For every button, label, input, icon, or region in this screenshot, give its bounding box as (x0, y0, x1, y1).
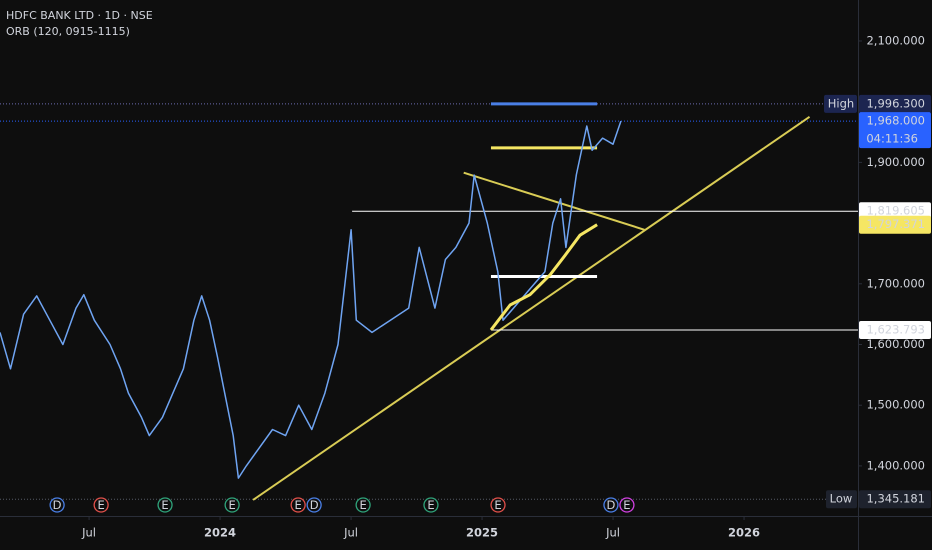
plot-area (0, 102, 858, 513)
y-tick-label: 1,500.000 (866, 398, 925, 412)
event-label: D (607, 498, 616, 512)
event-circle (603, 497, 619, 513)
y-tick-label: 1,900.000 (866, 155, 925, 169)
event-marker (157, 497, 173, 513)
high-tag: High (828, 96, 854, 110)
event-marker (423, 497, 439, 513)
x-tick-label: 2024 (204, 526, 236, 540)
price-label-box (859, 215, 931, 234)
chart-title: HDFC BANK LTD · 1D · NSE (6, 9, 153, 22)
price-label: 1,968.000 (866, 114, 925, 128)
event-marker (224, 497, 240, 513)
event-marker (490, 497, 506, 513)
event-circle (490, 497, 506, 513)
price-label-box (859, 321, 931, 340)
event-marker (306, 497, 322, 513)
event-label: E (161, 498, 168, 512)
countdown: 04:11:36 (866, 132, 918, 146)
trendline (252, 116, 811, 501)
trendline (463, 171, 645, 231)
high-tag-box (824, 94, 857, 113)
event-circle (423, 497, 439, 513)
event-label: E (97, 498, 104, 512)
event-label: E (228, 498, 235, 512)
price-series (489, 223, 598, 331)
price-label-box (859, 112, 931, 149)
event-marker (355, 497, 371, 513)
x-tick-label: Jul (81, 526, 96, 540)
price-label: 1,623.793 (866, 323, 925, 337)
event-circle (157, 497, 173, 513)
event-marker (619, 497, 635, 513)
event-marker (603, 497, 619, 513)
event-circle (49, 497, 65, 513)
price-label: 1,819.605 (866, 204, 925, 218)
event-circle (306, 497, 322, 513)
price-label-box (859, 490, 931, 509)
event-circle (224, 497, 240, 513)
event-circle (355, 497, 371, 513)
event-label: E (623, 498, 630, 512)
y-tick-label: 1,400.000 (866, 458, 925, 472)
x-tick-label: 2026 (728, 526, 760, 540)
y-tick-label: 1,600.000 (866, 337, 925, 351)
x-tick-label: Jul (343, 526, 358, 540)
price-series (0, 120, 622, 479)
x-tick-label: Jul (605, 526, 620, 540)
event-label: E (359, 498, 366, 512)
event-marker (290, 497, 306, 513)
price-label-box (859, 94, 931, 113)
event-label: D (310, 498, 319, 512)
price-label: 1,996.300 (866, 96, 925, 110)
event-label: D (53, 498, 62, 512)
price-label: 1,797.371 (866, 217, 925, 231)
event-label: E (427, 498, 434, 512)
event-label: E (294, 498, 301, 512)
event-marker (49, 497, 65, 513)
event-label: E (494, 498, 501, 512)
event-circle (290, 497, 306, 513)
low-tag-box (826, 490, 857, 509)
event-circle (619, 497, 635, 513)
y-tick-label: 1,700.000 (866, 276, 925, 290)
event-circle (93, 497, 109, 513)
y-tick-label: 2,100.000 (866, 33, 925, 47)
indicator-label: ORB (120, 0915-1115) (6, 25, 130, 38)
event-marker (93, 497, 109, 513)
low-tag: Low (830, 492, 853, 506)
x-tick-label: 2025 (466, 526, 498, 540)
price-label: 1,345.181 (866, 492, 925, 506)
